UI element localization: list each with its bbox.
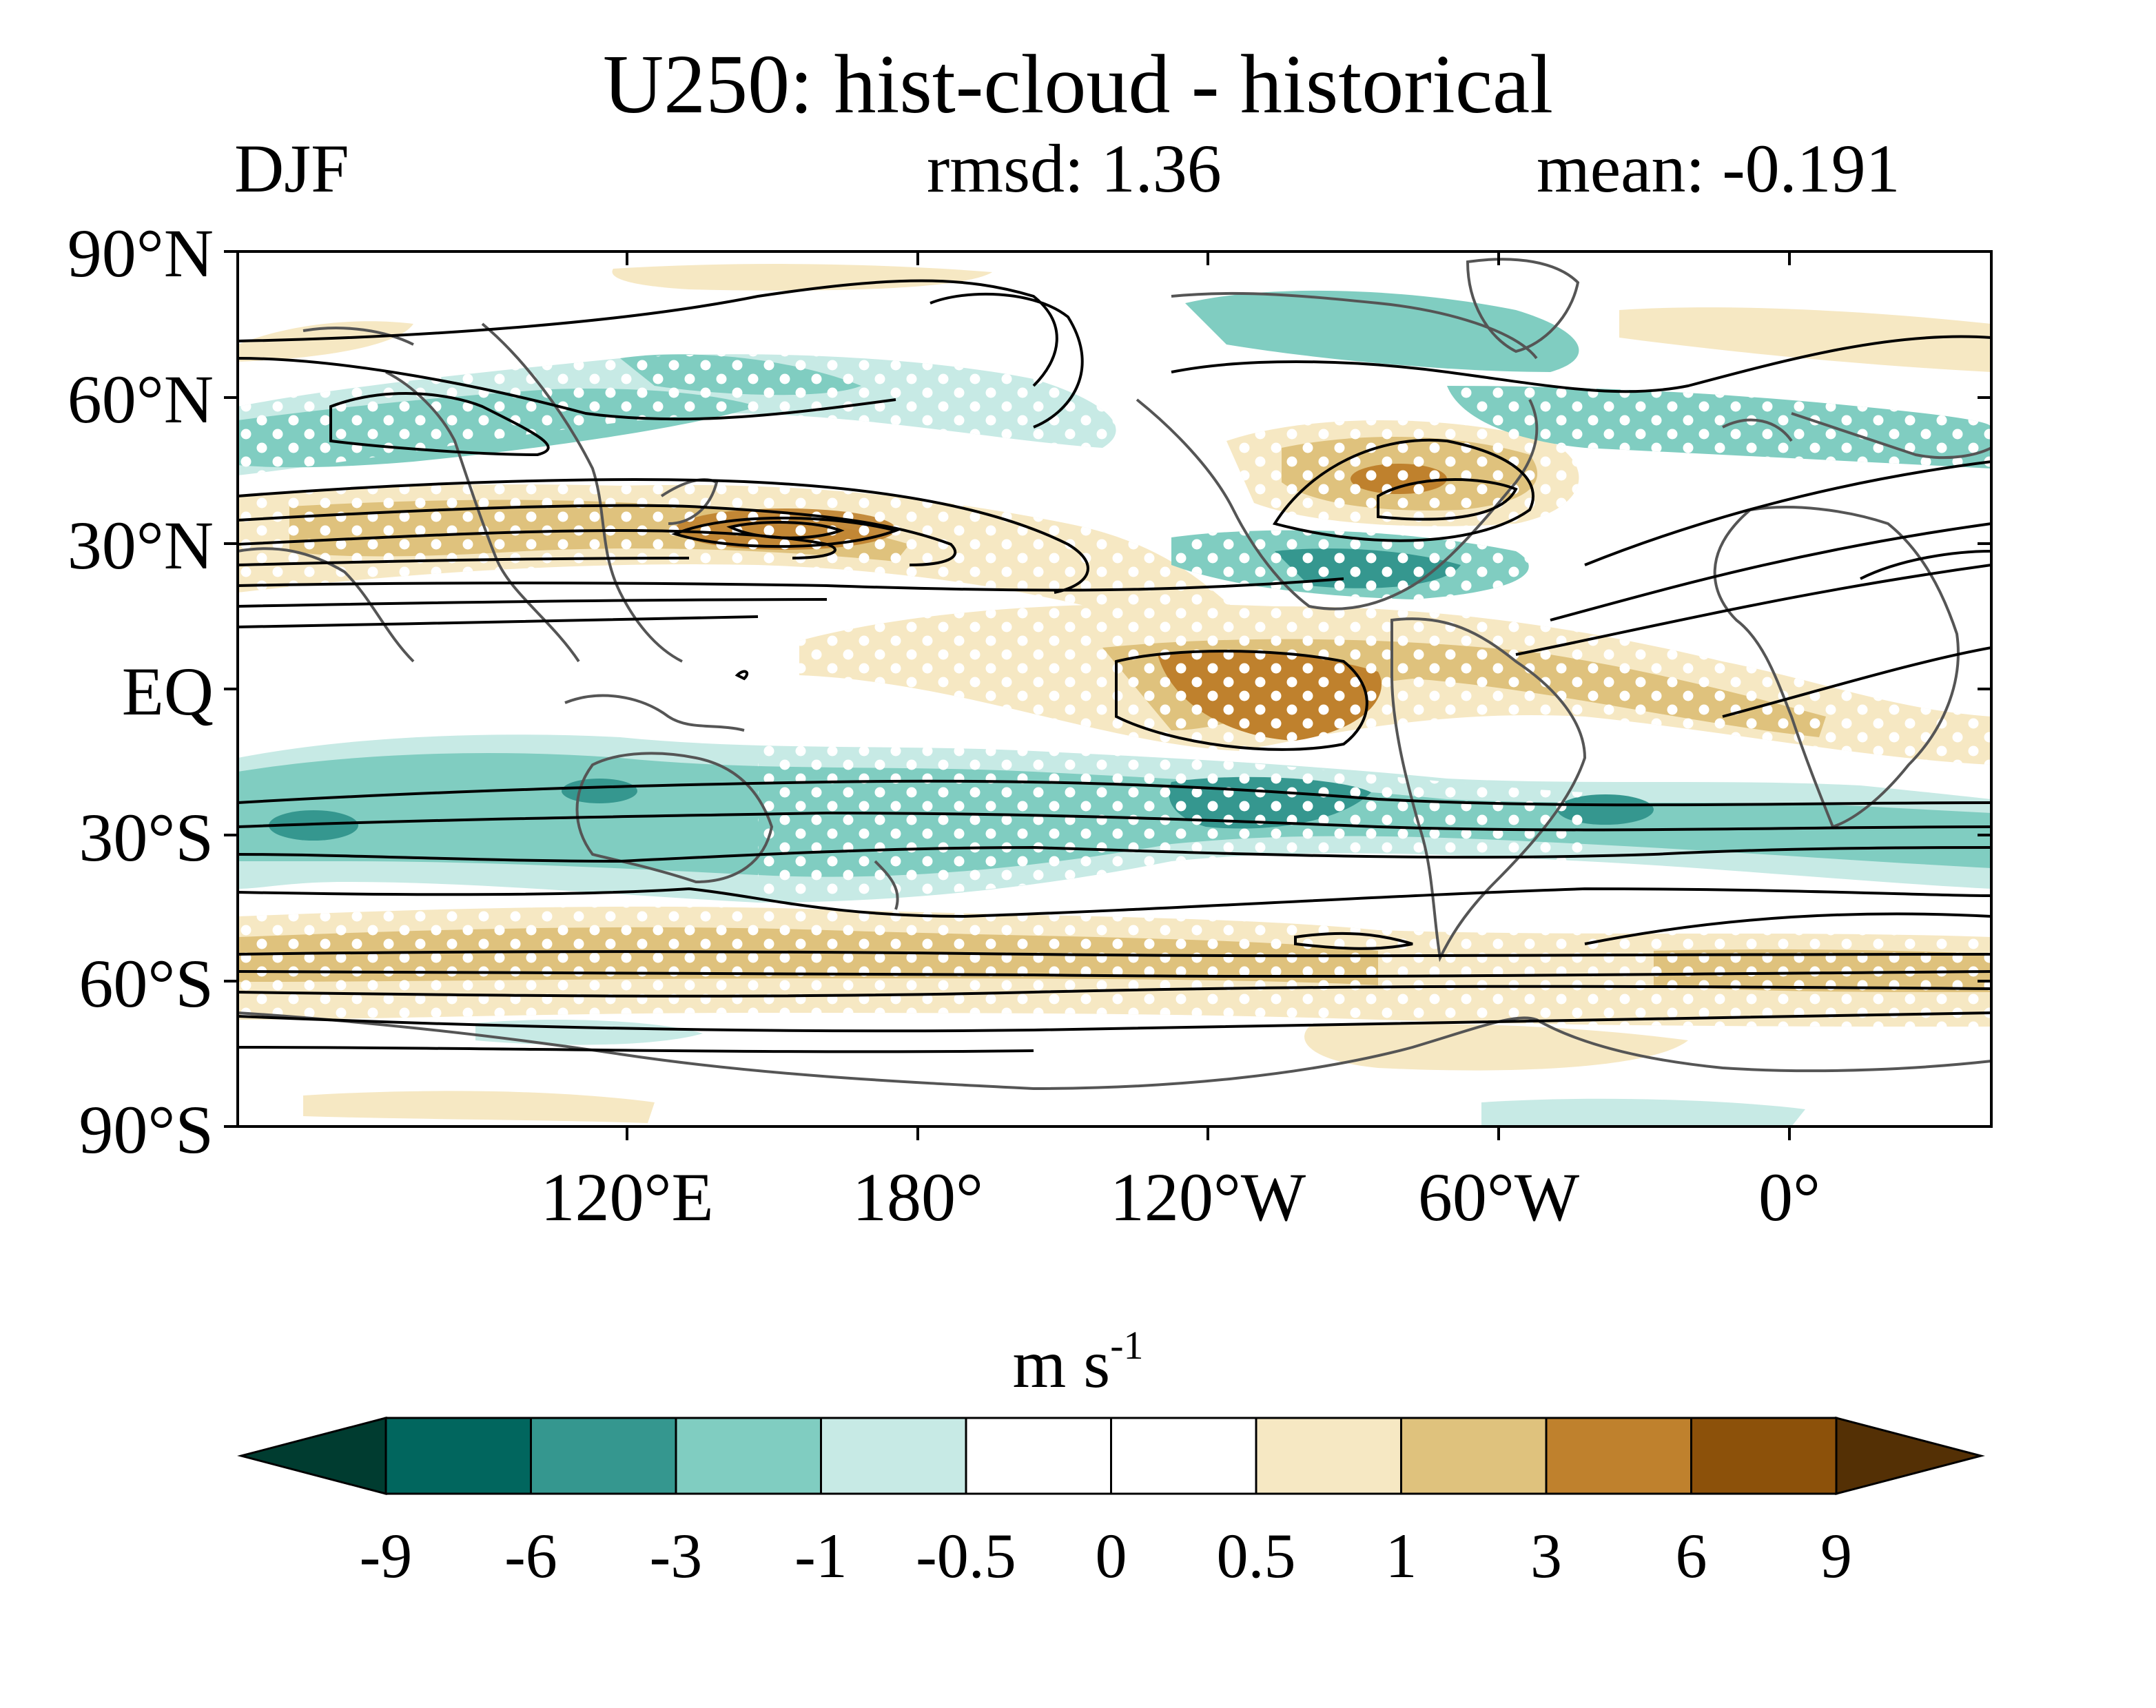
rmsd-label: rmsd: 1.36 <box>927 130 1222 207</box>
figure-title: U250: hist-cloud - historical <box>602 38 1554 131</box>
colorbar-swatch <box>1255 1417 1402 1495</box>
lat-label-60s: 60°S <box>79 945 214 1022</box>
colorbar-tick-label: -3 <box>649 1521 703 1591</box>
coastlines <box>238 258 1991 1091</box>
colorbar-swatch <box>384 1417 532 1495</box>
colorbar-swatch <box>1110 1417 1257 1495</box>
colorbar-tick-label: 9 <box>1820 1521 1852 1591</box>
colorbar-tick-label: 0 <box>1095 1521 1127 1591</box>
lat-label-30n: 30°N <box>67 507 214 584</box>
colorbar-swatch <box>820 1417 967 1495</box>
colorbar-tick-label: -0.5 <box>916 1521 1016 1591</box>
lon-label-120e: 120°E <box>540 1159 714 1235</box>
colorbar-tick-label: 1 <box>1385 1521 1417 1591</box>
colorbar-tick-label: 3 <box>1530 1521 1562 1591</box>
colorbar-swatch <box>965 1417 1112 1495</box>
colorbar-tick-label: -1 <box>794 1521 848 1591</box>
lat-label-60n: 60°N <box>67 361 214 438</box>
map-area <box>238 251 1991 1126</box>
colorbar-extend-high <box>1835 1417 1985 1495</box>
colorbar-tick-label: -6 <box>504 1521 557 1591</box>
lon-label-0: 0° <box>1758 1159 1820 1235</box>
colorbar-units: m s-1 <box>1012 1323 1144 1402</box>
colorbar-swatch <box>530 1417 677 1495</box>
lat-label-30s: 30°S <box>79 799 214 876</box>
colorbar-tick-label: -9 <box>359 1521 413 1591</box>
colorbar-tick-label: 0.5 <box>1216 1521 1296 1591</box>
season-label: DJF <box>234 130 349 207</box>
axis-ticks <box>224 250 1991 1140</box>
colorbar-tick-label: 6 <box>1675 1521 1707 1591</box>
lon-label-60w: 60°W <box>1417 1159 1580 1235</box>
lat-label-eq: EQ <box>121 653 214 730</box>
lat-label-90n: 90°N <box>67 215 214 291</box>
lon-label-180: 180° <box>852 1159 983 1235</box>
lon-label-120w: 120°W <box>1109 1159 1306 1235</box>
mean-label: mean: -0.191 <box>1537 130 1900 207</box>
colorbar-swatch <box>1400 1417 1548 1495</box>
climatology-contours <box>238 279 1991 1053</box>
colorbar-extend-low <box>237 1417 387 1495</box>
colorbar-swatch <box>1690 1417 1838 1495</box>
colorbar-swatch <box>675 1417 822 1495</box>
lat-label-90s: 90°S <box>79 1091 214 1168</box>
colorbar <box>237 1417 1985 1495</box>
colorbar-swatch <box>1545 1417 1692 1495</box>
